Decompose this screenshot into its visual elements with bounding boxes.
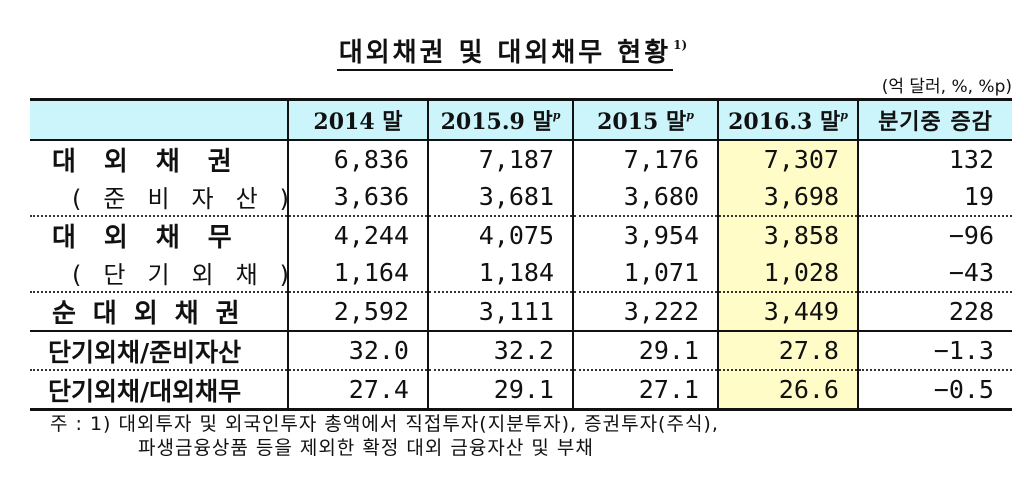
cell-value: 3,954 (572, 216, 718, 254)
row-label: 순대외채권 (30, 292, 288, 332)
table-row: (단기외채) 1,164 1,184 1,071 1,028 −43 (30, 254, 1012, 293)
cell-value: 29.1 (427, 370, 573, 411)
row-label: (준비자산) (30, 178, 289, 217)
cell-value-highlight: 26.6 (717, 370, 858, 411)
cell-value-highlight: 3,698 (717, 178, 858, 217)
cell-value: 1,164 (287, 254, 428, 293)
page-title: 대외채권 및 대외채무 현황 1) (0, 32, 1024, 71)
header-2014: 2014 말 (287, 98, 428, 141)
cell-change: 228 (857, 292, 1012, 332)
cell-value: 4,244 (287, 216, 428, 254)
footnote: 주 : 1) 대외투자 및 외국인투자 총액에서 직접투자(지분투자), 증권투… (50, 412, 719, 460)
cell-value: 1,184 (427, 254, 573, 293)
cell-change: −43 (857, 254, 1012, 293)
cell-value-highlight: 3,858 (717, 216, 858, 254)
header-2015: 2015 말p (572, 98, 718, 141)
footnote-line-2: 파생금융상품 등을 제외한 확정 대외 금융자산 및 부채 (138, 437, 594, 459)
cell-value: 3,636 (287, 178, 428, 217)
external-claims-debt-table: 2014 말 2015.9 말p 2015 말p 2016.3 말p 분기중 증… (30, 98, 1012, 411)
cell-value: 3,222 (572, 292, 718, 332)
row-label: 대외채권 (52, 147, 260, 177)
cell-value: 7,176 (572, 140, 718, 178)
cell-value: 29.1 (572, 331, 718, 371)
table-row: 대외채권 6,836 7,187 7,176 7,307 132 (30, 140, 1012, 178)
header-label-col (30, 98, 288, 141)
footnote-line-1: 주 : 1) 대외투자 및 외국인투자 총액에서 직접투자(지분투자), 증권투… (50, 413, 719, 435)
table-row: 순대외채권 2,592 3,111 3,222 3,449 228 (30, 292, 1012, 332)
cell-value: 32.2 (427, 331, 573, 371)
cell-value: 2,592 (287, 292, 428, 332)
cell-value-highlight: 7,307 (717, 140, 858, 178)
cell-change: 19 (857, 178, 1012, 217)
cell-value: 32.0 (287, 331, 428, 371)
cell-value-highlight: 1,028 (717, 254, 858, 293)
row-label: 단기외채/준비자산 (30, 331, 288, 371)
table-row: (준비자산) 3,636 3,681 3,680 3,698 19 (30, 178, 1012, 217)
cell-value: 1,071 (572, 254, 718, 293)
cell-value: 27.1 (572, 370, 718, 411)
cell-value: 3,111 (427, 292, 573, 332)
header-2016-3: 2016.3 말p (717, 98, 858, 141)
table-row: 단기외채/준비자산 32.0 32.2 29.1 27.8 −1.3 (30, 331, 1012, 371)
title-footnote-mark: 1) (673, 38, 688, 52)
unit-label: (억 달러, %, %p) (881, 77, 1012, 97)
header-quarter-change: 분기중 증감 (857, 98, 1012, 141)
cell-value-highlight: 3,449 (717, 292, 858, 332)
row-label: (단기외채) (30, 254, 289, 293)
cell-change: −1.3 (857, 331, 1012, 371)
header-row: 2014 말 2015.9 말p 2015 말p 2016.3 말p 분기중 증… (30, 98, 1012, 141)
cell-value: 4,075 (427, 216, 573, 254)
table-row: 대외채무 4,244 4,075 3,954 3,858 −96 (30, 216, 1012, 254)
cell-change: 132 (857, 140, 1012, 178)
table-row: 단기외채/대외채무 27.4 29.1 27.1 26.6 −0.5 (30, 370, 1012, 411)
row-label: 대외채무 (52, 223, 260, 253)
row-label: 단기외채/대외채무 (30, 370, 288, 411)
cell-value-highlight: 27.8 (717, 331, 858, 371)
cell-change: −96 (857, 216, 1012, 254)
title-text: 대외채권 및 대외채무 현황 (336, 38, 674, 71)
cell-value: 27.4 (287, 370, 428, 411)
cell-value: 7,187 (427, 140, 573, 178)
cell-value: 3,681 (427, 178, 573, 217)
cell-change: −0.5 (857, 370, 1012, 411)
cell-value: 6,836 (287, 140, 428, 178)
header-2015-9: 2015.9 말p (427, 98, 573, 141)
cell-value: 3,680 (572, 178, 718, 217)
